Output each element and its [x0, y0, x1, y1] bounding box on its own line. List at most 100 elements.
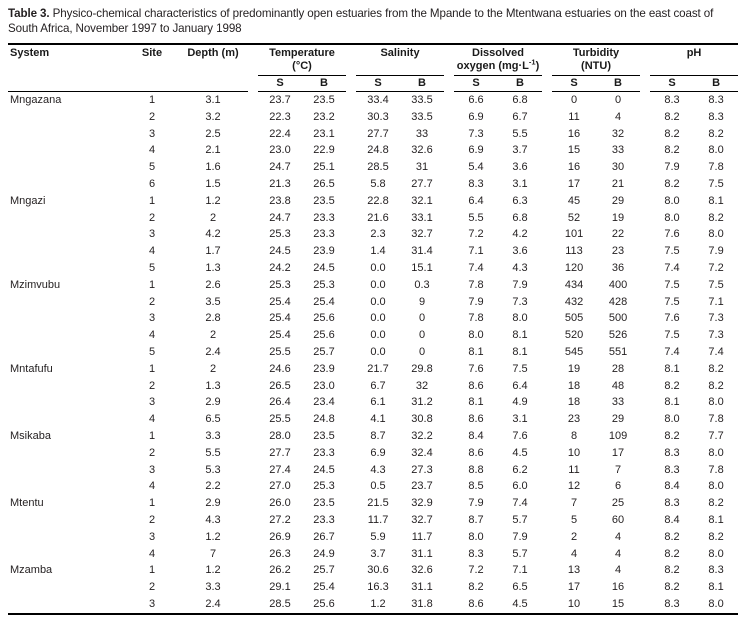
value-cell: 5.3: [205, 463, 221, 476]
value-cell: 8.3: [708, 110, 724, 123]
spacer: [346, 260, 356, 277]
value-cell: 6.6: [468, 94, 484, 106]
value-cell: 33.5: [411, 94, 433, 106]
value-cell: 11: [568, 463, 580, 476]
spacer: [248, 109, 258, 126]
value-cell: 19: [567, 362, 581, 375]
spacer: [248, 45, 258, 92]
value-cell: 30.6: [367, 564, 389, 577]
spacer: [444, 260, 454, 277]
spacer: [248, 210, 258, 227]
spacer: [444, 277, 454, 294]
value-cell: 7.6: [664, 312, 680, 325]
table-row: 2 1.3 26.5 23.0 6.7 32 8.6 6.4 18 48 8.2 8.2: [8, 378, 738, 395]
value-cell: 8.2: [708, 211, 724, 224]
value-cell: 29: [611, 413, 625, 426]
caption-text-1: Physico-chemical characteristics of pred…: [49, 7, 714, 20]
spacer: [444, 327, 454, 344]
column-header-site: Site: [126, 45, 178, 92]
spacer: [542, 361, 552, 378]
spacer: [248, 445, 258, 462]
value-cell: 24.2: [269, 261, 291, 274]
value-cell: 26.0: [269, 497, 291, 510]
table-row: 4 6.5 25.5 24.8 4.1 30.8 8.6 3.1 23 29 8.0 7.8: [8, 411, 738, 428]
value-cell: 6.5: [512, 581, 528, 594]
value-cell: 27.7: [367, 127, 389, 140]
value-cell: 4.5: [512, 597, 528, 610]
value-cell: 4: [148, 413, 156, 426]
value-cell: 10: [567, 446, 581, 459]
value-cell: 60: [611, 513, 625, 526]
system-cell: [8, 394, 126, 411]
spacer: [346, 142, 356, 159]
value-cell: 23.9: [313, 362, 335, 375]
value-cell: 52: [567, 211, 581, 224]
value-cell: 8.1: [664, 396, 680, 409]
spacer: [248, 596, 258, 613]
value-cell: 1.4: [370, 245, 386, 258]
value-cell: 32.7: [411, 513, 433, 526]
spacer: [346, 529, 356, 546]
value-cell: 25.6: [313, 312, 335, 325]
system-cell: [8, 142, 126, 159]
value-cell: 1.3: [205, 379, 221, 392]
value-cell: 25.4: [269, 312, 291, 325]
spacer: [542, 126, 552, 143]
value-cell: 6.9: [468, 144, 484, 157]
value-cell: 0: [418, 312, 426, 325]
value-cell: 29: [611, 194, 625, 207]
spacer: [248, 260, 258, 277]
spacer: [542, 243, 552, 260]
spacer: [640, 327, 650, 344]
value-cell: 8.3: [468, 547, 484, 560]
table-row: 5 2.4 25.5 25.7 0.0 0 8.1 8.1 545 551 7.4 7.4: [8, 344, 738, 361]
value-cell: 23.5: [313, 194, 335, 207]
spacer: [444, 495, 454, 512]
spacer: [640, 243, 650, 260]
spacer: [542, 462, 552, 479]
value-cell: 7.3: [708, 329, 724, 342]
value-cell: 520: [564, 329, 584, 342]
value-cell: 24.8: [313, 413, 335, 426]
value-cell: 4.3: [512, 261, 528, 274]
value-cell: 2: [209, 211, 217, 224]
spacer: [444, 193, 454, 210]
value-cell: 24.9: [313, 547, 335, 560]
spacer: [346, 310, 356, 327]
spacer: [542, 445, 552, 462]
value-cell: 8.2: [708, 362, 724, 375]
value-cell: 30.8: [411, 413, 433, 426]
value-cell: 8.1: [708, 581, 724, 594]
system-cell: [8, 126, 126, 143]
spacer: [346, 294, 356, 311]
value-cell: 22.4: [269, 127, 291, 140]
value-cell: 6: [614, 480, 622, 493]
value-cell: 8.2: [664, 581, 680, 594]
spacer: [248, 478, 258, 495]
value-cell: 432: [564, 295, 584, 308]
value-cell: 1.2: [205, 530, 221, 543]
value-cell: 6.3: [512, 194, 528, 207]
value-cell: 23.0: [313, 379, 335, 392]
value-cell: 26.7: [313, 530, 335, 543]
value-cell: 31.1: [411, 581, 433, 594]
value-cell: 8.0: [708, 396, 724, 409]
value-cell: 7.6: [512, 429, 528, 442]
value-cell: 33: [415, 127, 429, 140]
value-cell: 2: [148, 211, 156, 224]
value-cell: 5.4: [468, 161, 484, 174]
spacer: [444, 445, 454, 462]
value-cell: 25.7: [313, 345, 335, 358]
spacer: [444, 159, 454, 176]
spacer: [346, 546, 356, 563]
spacer: [542, 260, 552, 277]
value-cell: 3: [148, 597, 156, 610]
value-cell: 25.3: [269, 228, 291, 241]
value-cell: 33.4: [367, 94, 389, 106]
value-cell: 7.9: [664, 161, 680, 174]
table-row: 3 2.9 26.4 23.4 6.1 31.2 8.1 4.9 18 33 8.1 8.0: [8, 394, 738, 411]
spacer: [542, 428, 552, 445]
value-cell: 24.5: [269, 245, 291, 258]
system-cell: [8, 294, 126, 311]
value-cell: 505: [564, 312, 584, 325]
